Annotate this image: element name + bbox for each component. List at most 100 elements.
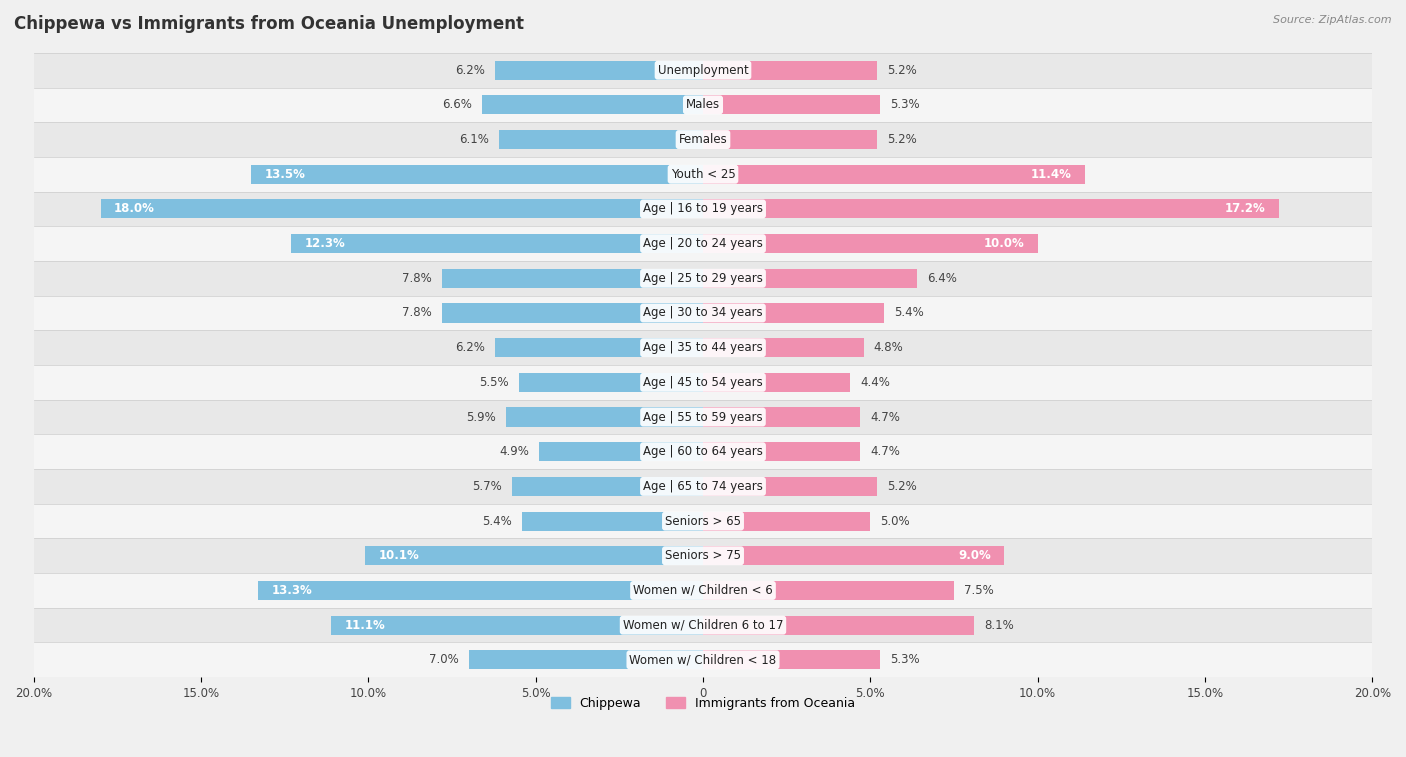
Text: 5.3%: 5.3% xyxy=(890,98,920,111)
Text: 9.0%: 9.0% xyxy=(957,550,991,562)
Text: Women w/ Children 6 to 17: Women w/ Children 6 to 17 xyxy=(623,618,783,631)
Text: Seniors > 65: Seniors > 65 xyxy=(665,515,741,528)
Text: 5.0%: 5.0% xyxy=(880,515,910,528)
Bar xyxy=(495,338,703,357)
Bar xyxy=(34,226,1372,261)
Text: 5.2%: 5.2% xyxy=(887,480,917,493)
Text: 5.5%: 5.5% xyxy=(479,376,509,389)
Text: Age | 25 to 29 years: Age | 25 to 29 years xyxy=(643,272,763,285)
Text: 5.2%: 5.2% xyxy=(887,133,917,146)
Text: 8.1%: 8.1% xyxy=(984,618,1014,631)
Text: Age | 65 to 74 years: Age | 65 to 74 years xyxy=(643,480,763,493)
Text: 5.2%: 5.2% xyxy=(887,64,917,76)
Text: 4.4%: 4.4% xyxy=(860,376,890,389)
Text: Age | 16 to 19 years: Age | 16 to 19 years xyxy=(643,202,763,216)
Text: 5.4%: 5.4% xyxy=(894,307,924,319)
Bar xyxy=(512,477,703,496)
Bar xyxy=(703,512,870,531)
Bar xyxy=(34,643,1372,678)
Bar xyxy=(34,608,1372,643)
Text: 5.3%: 5.3% xyxy=(890,653,920,666)
Bar xyxy=(441,269,703,288)
Bar xyxy=(703,547,1004,565)
Text: 6.6%: 6.6% xyxy=(441,98,472,111)
Text: 4.7%: 4.7% xyxy=(870,410,900,423)
Text: 10.1%: 10.1% xyxy=(378,550,419,562)
Text: 12.3%: 12.3% xyxy=(305,237,346,250)
Bar xyxy=(703,650,880,669)
Bar xyxy=(34,192,1372,226)
Bar xyxy=(703,130,877,149)
Text: Age | 60 to 64 years: Age | 60 to 64 years xyxy=(643,445,763,458)
Bar xyxy=(703,338,863,357)
Text: Women w/ Children < 18: Women w/ Children < 18 xyxy=(630,653,776,666)
Text: 13.5%: 13.5% xyxy=(264,168,305,181)
Bar xyxy=(703,477,877,496)
Bar xyxy=(703,372,851,392)
Bar xyxy=(34,296,1372,330)
Bar xyxy=(703,61,877,79)
Text: 6.2%: 6.2% xyxy=(456,341,485,354)
Bar xyxy=(703,304,884,322)
Text: Males: Males xyxy=(686,98,720,111)
Bar xyxy=(703,95,880,114)
Bar xyxy=(34,538,1372,573)
Bar xyxy=(506,407,703,427)
Text: 5.9%: 5.9% xyxy=(465,410,495,423)
Text: Age | 20 to 24 years: Age | 20 to 24 years xyxy=(643,237,763,250)
Text: Age | 30 to 34 years: Age | 30 to 34 years xyxy=(643,307,763,319)
Text: 18.0%: 18.0% xyxy=(114,202,155,216)
Text: Females: Females xyxy=(679,133,727,146)
Text: 6.2%: 6.2% xyxy=(456,64,485,76)
Bar xyxy=(34,261,1372,296)
Text: 7.8%: 7.8% xyxy=(402,307,432,319)
Bar xyxy=(291,234,703,253)
Text: Age | 45 to 54 years: Age | 45 to 54 years xyxy=(643,376,763,389)
Bar xyxy=(332,615,703,634)
Text: 10.0%: 10.0% xyxy=(984,237,1025,250)
Bar xyxy=(499,130,703,149)
Text: 6.1%: 6.1% xyxy=(458,133,489,146)
Text: 7.8%: 7.8% xyxy=(402,272,432,285)
Text: 11.1%: 11.1% xyxy=(344,618,385,631)
Bar xyxy=(703,581,955,600)
Bar xyxy=(538,442,703,461)
Text: Seniors > 75: Seniors > 75 xyxy=(665,550,741,562)
Text: 7.5%: 7.5% xyxy=(965,584,994,597)
Bar xyxy=(34,469,1372,503)
Text: 13.3%: 13.3% xyxy=(271,584,312,597)
Bar xyxy=(519,372,703,392)
Bar xyxy=(34,435,1372,469)
Bar xyxy=(34,365,1372,400)
Bar xyxy=(34,573,1372,608)
Bar xyxy=(468,650,703,669)
Bar xyxy=(522,512,703,531)
Text: 5.7%: 5.7% xyxy=(472,480,502,493)
Bar xyxy=(34,503,1372,538)
Bar xyxy=(34,400,1372,435)
Bar xyxy=(703,407,860,427)
Text: Youth < 25: Youth < 25 xyxy=(671,168,735,181)
Bar xyxy=(703,269,917,288)
Bar xyxy=(441,304,703,322)
Bar xyxy=(366,547,703,565)
Text: 4.7%: 4.7% xyxy=(870,445,900,458)
Text: Age | 55 to 59 years: Age | 55 to 59 years xyxy=(643,410,763,423)
Legend: Chippewa, Immigrants from Oceania: Chippewa, Immigrants from Oceania xyxy=(546,692,860,715)
Text: 6.4%: 6.4% xyxy=(928,272,957,285)
Bar xyxy=(482,95,703,114)
Bar xyxy=(252,165,703,184)
Text: Source: ZipAtlas.com: Source: ZipAtlas.com xyxy=(1274,15,1392,25)
Text: Age | 35 to 44 years: Age | 35 to 44 years xyxy=(643,341,763,354)
Bar xyxy=(703,199,1278,219)
Text: 7.0%: 7.0% xyxy=(429,653,458,666)
Bar xyxy=(703,442,860,461)
Text: 5.4%: 5.4% xyxy=(482,515,512,528)
Bar xyxy=(34,53,1372,88)
Bar xyxy=(34,122,1372,157)
Text: Chippewa vs Immigrants from Oceania Unemployment: Chippewa vs Immigrants from Oceania Unem… xyxy=(14,15,524,33)
Text: Unemployment: Unemployment xyxy=(658,64,748,76)
Bar xyxy=(495,61,703,79)
Bar xyxy=(257,581,703,600)
Text: 4.9%: 4.9% xyxy=(499,445,529,458)
